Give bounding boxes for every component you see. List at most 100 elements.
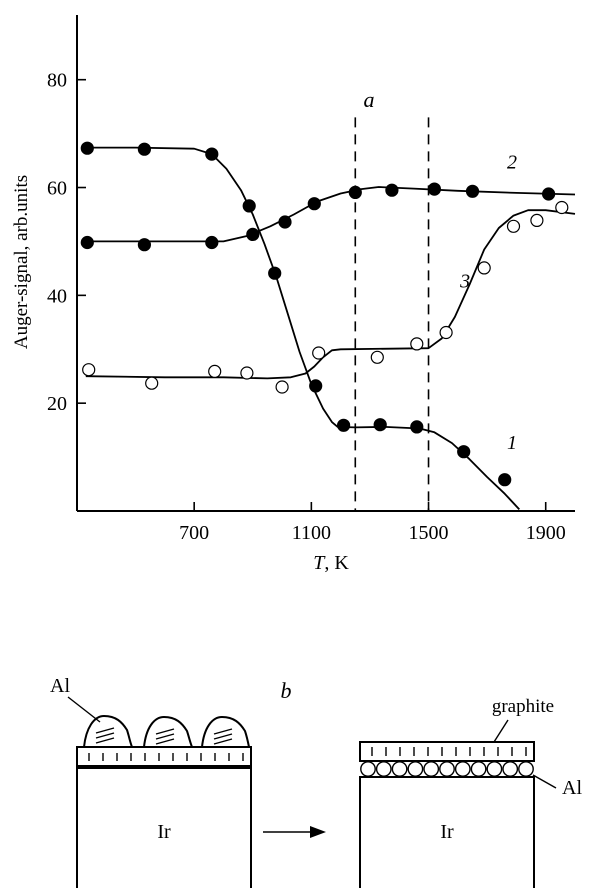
vertical-dashed-lines	[354, 117, 430, 511]
point-series-2	[246, 227, 260, 241]
point-series-1	[242, 199, 256, 213]
graphite-leader	[493, 719, 509, 743]
x-axis-unit: , K	[324, 552, 349, 574]
point-series-1	[205, 147, 219, 161]
graphite-layer-right	[359, 741, 535, 762]
island-hatch	[95, 727, 115, 734]
point-series-3	[145, 376, 159, 390]
ir-label-right: Ir	[440, 821, 454, 843]
point-series-1	[373, 418, 387, 432]
point-series-2	[541, 187, 556, 201]
x-tick-label: 1500	[409, 522, 449, 544]
point-series-3	[208, 364, 222, 378]
al-atom	[439, 761, 455, 777]
curve-2	[85, 186, 576, 243]
x-tick-label: 1900	[526, 522, 566, 544]
graphite-hatch-right	[371, 747, 527, 756]
point-series-3	[275, 380, 289, 394]
point-series-2	[278, 215, 292, 229]
x-axis-variable: T	[313, 552, 326, 574]
point-series-2	[205, 235, 219, 250]
island-hatch	[155, 738, 175, 745]
al-island-hatching	[95, 727, 233, 745]
al-island-3	[200, 715, 251, 748]
al-atom	[407, 761, 424, 777]
point-series-3	[312, 346, 326, 360]
panel-b-label: b	[281, 678, 292, 703]
al-atom	[375, 761, 392, 777]
series-label-1: 1	[507, 432, 517, 454]
island-hatch	[213, 728, 233, 735]
point-series-1	[337, 418, 351, 432]
y-tick-label: 20	[47, 393, 67, 415]
point-series-2	[137, 238, 151, 252]
x-tick-label: 1100	[292, 522, 331, 544]
al-label-right: Al	[562, 777, 582, 799]
al-atom	[360, 761, 376, 777]
fitted-curves	[85, 146, 576, 511]
y-tick-label: 80	[47, 70, 67, 92]
point-series-3	[370, 350, 384, 364]
y-axis-label: Auger-signal, arb.units	[11, 175, 32, 349]
y-tick-label: 60	[47, 178, 67, 200]
al-atom	[486, 761, 503, 777]
ir-label-left: Ir	[157, 821, 171, 843]
point-series-1	[137, 142, 151, 156]
y-tick-label: 40	[47, 285, 67, 307]
series-label-3: 3	[459, 270, 470, 292]
point-series-1	[457, 445, 471, 459]
island-hatch	[95, 732, 115, 739]
point-series-3	[506, 219, 521, 233]
island-hatch	[155, 728, 175, 735]
y-ticks: 20 40 60 80	[47, 70, 86, 415]
axes	[76, 15, 575, 512]
al-island-2	[142, 715, 194, 748]
panel-a-label: a	[364, 87, 375, 112]
x-axis-label: T, K	[313, 552, 349, 574]
point-series-2	[348, 185, 362, 199]
curve-1	[85, 146, 520, 511]
curve-3	[85, 209, 576, 380]
schematic-panel-b: b Ir Al Ir graphite Al	[50, 675, 582, 888]
al-atom	[454, 761, 471, 777]
point-series-2	[385, 183, 399, 197]
point-series-3	[82, 363, 96, 377]
al-monolayer-circles	[360, 761, 534, 777]
point-series-3	[530, 213, 544, 227]
island-hatch	[213, 738, 233, 745]
point-series-3	[555, 200, 569, 215]
series-labels: 1 2 3	[459, 152, 517, 454]
island-hatch	[213, 733, 233, 740]
point-series-1	[309, 379, 323, 393]
x-ticks: 700 1100 1500 1900	[179, 502, 566, 544]
al-leader-left	[67, 696, 101, 723]
al-atom	[502, 761, 519, 777]
point-series-1	[498, 473, 512, 487]
graphite-hatch-left	[88, 753, 244, 761]
point-series-1	[80, 141, 94, 155]
graphite-label: graphite	[492, 696, 554, 717]
point-series-3	[439, 325, 453, 340]
x-tick-label: 700	[179, 522, 209, 544]
point-series-2	[427, 182, 441, 196]
point-series-3	[240, 366, 254, 380]
point-series-3	[477, 261, 491, 275]
al-atom	[518, 761, 534, 777]
data-points	[80, 141, 569, 487]
point-series-1	[268, 266, 282, 280]
island-hatch	[155, 733, 175, 740]
al-label-left: Al	[50, 675, 70, 697]
al-leader-right	[532, 774, 557, 789]
point-series-2	[80, 235, 94, 250]
ir-substrate-left	[76, 767, 252, 888]
point-series-2	[307, 197, 321, 211]
al-atom	[391, 761, 408, 777]
al-atom	[470, 761, 487, 777]
series-label-2: 2	[507, 152, 517, 174]
ir-substrate-right	[359, 776, 535, 888]
al-island-1	[82, 714, 134, 748]
island-hatch	[95, 737, 115, 744]
al-atom	[423, 761, 440, 777]
point-series-2	[465, 184, 480, 198]
